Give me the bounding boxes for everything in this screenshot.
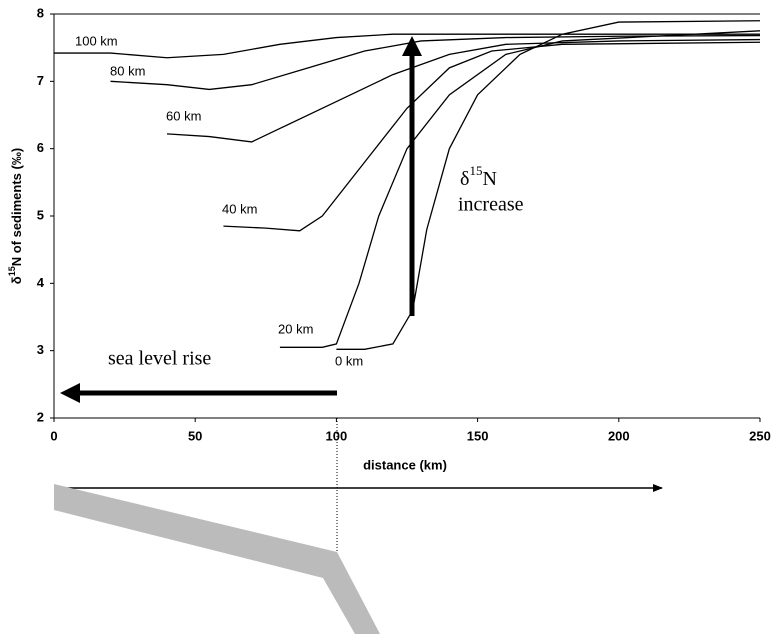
y-tick-label: 8 — [37, 5, 44, 20]
series-label: 0 km — [335, 353, 363, 368]
series-label: 60 km — [166, 108, 201, 123]
y-tick-label: 3 — [37, 342, 44, 357]
annotation: increase — [458, 194, 524, 216]
annotation: sea level rise — [108, 348, 211, 370]
line — [336, 20, 761, 350]
line — [166, 38, 761, 143]
line — [54, 33, 760, 59]
series-label: 40 km — [222, 201, 257, 216]
y-tick-label: 2 — [37, 409, 44, 424]
series-label: 80 km — [110, 63, 145, 78]
y-tick-label: 4 — [37, 275, 45, 290]
x-axis-label: distance (km) — [363, 457, 447, 472]
y-tick-label: 6 — [37, 140, 44, 155]
x-tick-label: 0 — [50, 428, 57, 443]
series-label: 100 km — [75, 33, 118, 48]
line — [223, 41, 761, 232]
annotation: δ15N — [460, 163, 497, 190]
y-axis-label: δ15N of sediments (‰) — [7, 148, 24, 284]
x-tick-label: 150 — [467, 428, 489, 443]
line — [110, 34, 761, 91]
series-label: 20 km — [278, 321, 313, 336]
x-tick-label: 250 — [749, 428, 771, 443]
line — [279, 30, 761, 348]
x-tick-label: 200 — [608, 428, 630, 443]
x-tick-label: 50 — [188, 428, 202, 443]
y-tick-label: 5 — [37, 207, 44, 222]
shelf-profile — [54, 484, 380, 634]
x-tick-label: 100 — [326, 428, 348, 443]
y-tick-label: 7 — [37, 73, 44, 88]
